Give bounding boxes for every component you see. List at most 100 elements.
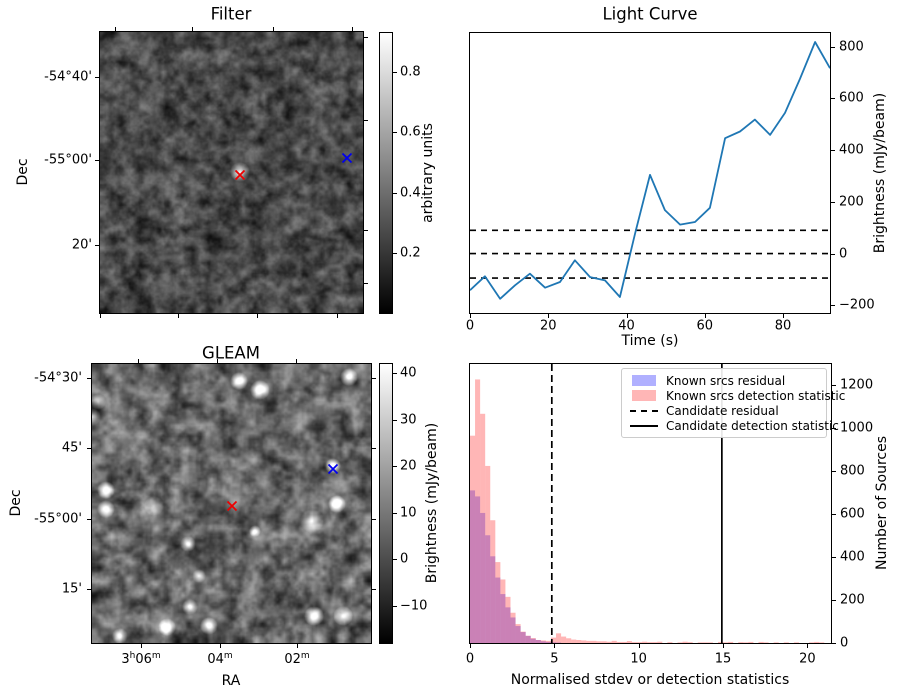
axis-tick	[393, 72, 397, 74]
axis-tick	[831, 46, 835, 48]
filter-image-canvas	[100, 32, 363, 313]
legend-label: Candidate detection statistic	[666, 418, 839, 433]
axis-tick	[393, 419, 397, 421]
tick-label: 0	[400, 551, 409, 567]
histogram-ylabel: Number of Sources	[874, 435, 890, 571]
gleam-title: GLEAM	[202, 343, 260, 363]
tick-label: 20'	[71, 237, 92, 253]
axis-tick	[95, 160, 99, 161]
axis-tick	[393, 373, 397, 375]
axis-tick	[217, 359, 218, 363]
axis-tick	[831, 201, 835, 203]
axis-tick	[192, 27, 193, 31]
filter-known-source-x	[341, 149, 353, 164]
axis-tick	[807, 644, 809, 648]
tick-label: 3h06m	[121, 650, 161, 668]
tick-label: 45'	[61, 440, 82, 456]
axis-tick	[297, 644, 298, 648]
axis-tick	[832, 643, 836, 644]
lightcurve-title: Light Curve	[602, 4, 698, 24]
tick-label: 0.2	[400, 245, 421, 261]
histogram-svg	[470, 364, 825, 643]
axis-tick	[783, 314, 785, 318]
tick-label: 400	[840, 549, 865, 565]
tick-label: 20	[799, 651, 816, 667]
axis-tick	[548, 314, 550, 318]
tick-label: 30	[400, 412, 417, 428]
legend-swatch-candidate-detstat	[629, 424, 659, 427]
gleam-image-canvas	[92, 364, 371, 643]
axis-tick	[372, 378, 376, 379]
tick-label: 10	[400, 505, 417, 521]
axis-tick	[141, 644, 142, 648]
axis-tick	[95, 245, 99, 246]
gleam-candidate-x	[226, 497, 238, 512]
axis-tick	[364, 120, 368, 121]
histogram-xlabel: Normalised stdev or detection statistics	[510, 672, 790, 688]
filter-image-frame	[99, 31, 364, 314]
tick-label: 400	[839, 142, 864, 158]
tick-label: 40	[618, 318, 635, 334]
axis-tick	[393, 605, 397, 607]
axis-tick	[393, 132, 397, 134]
axis-tick	[831, 98, 835, 100]
tick-label: −200	[839, 297, 875, 313]
tick-label: 0	[839, 246, 848, 262]
tick-label: 800	[840, 463, 865, 479]
axis-tick	[220, 644, 221, 648]
axis-tick	[257, 314, 258, 318]
tick-label: -55°00'	[44, 152, 92, 168]
gleam-colorbar	[379, 363, 393, 644]
tick-label: -54°40'	[44, 69, 92, 85]
axis-tick	[87, 378, 91, 379]
tick-label: 60	[696, 318, 714, 334]
lightcurve-svg	[470, 41, 830, 300]
axis-tick	[393, 252, 397, 254]
tick-label: 0.6	[400, 124, 421, 140]
legend-swatch-known-residual	[629, 375, 659, 386]
lightcurve-ylabel: Brightness (mJy/beam)	[872, 92, 888, 254]
legend-item: Candidate residual	[629, 403, 819, 418]
axis-tick	[95, 77, 99, 78]
axis-tick	[87, 589, 91, 590]
tick-label: 15	[714, 651, 732, 667]
tick-label: 80	[774, 318, 792, 334]
tick-label: 1000	[840, 420, 874, 436]
axis-tick	[832, 428, 836, 430]
filter-candidate-x	[234, 166, 246, 181]
tick-label: 20	[539, 318, 557, 334]
axis-tick	[364, 283, 368, 284]
axis-tick	[100, 314, 101, 318]
gleam-image-frame	[91, 363, 372, 644]
axis-tick	[372, 448, 376, 449]
axis-tick	[626, 314, 628, 318]
legend-label: Known srcs residual	[666, 373, 786, 388]
histogram-plot: Known srcs residual Known srcs detection…	[469, 363, 845, 644]
legend-item: Known srcs residual	[629, 373, 819, 388]
tick-label: 0.8	[400, 64, 421, 80]
tick-label: 200	[839, 194, 864, 210]
axis-tick	[470, 644, 471, 648]
axis-tick	[554, 644, 556, 648]
axis-tick	[638, 644, 640, 648]
gleam-known-source-x	[327, 460, 339, 475]
legend-swatch-known-detstat	[629, 390, 659, 401]
axis-tick	[178, 314, 179, 318]
legend-swatch-candidate-residual	[629, 409, 659, 412]
filter-colorbar-label: arbitrary units	[420, 123, 436, 223]
axis-tick	[364, 230, 368, 231]
tick-label: -55°00'	[34, 511, 82, 527]
axis-tick	[704, 314, 706, 318]
axis-tick	[138, 359, 139, 363]
tick-label: 0	[840, 635, 849, 651]
axis-tick	[87, 519, 91, 520]
axis-tick	[393, 512, 397, 514]
tick-label: 0.4	[400, 185, 421, 201]
axis-tick	[352, 27, 353, 31]
axis-tick	[273, 27, 274, 31]
axis-tick	[723, 644, 725, 648]
axis-tick	[832, 600, 836, 602]
axis-tick	[393, 192, 397, 194]
tick-label: 0	[465, 318, 475, 334]
